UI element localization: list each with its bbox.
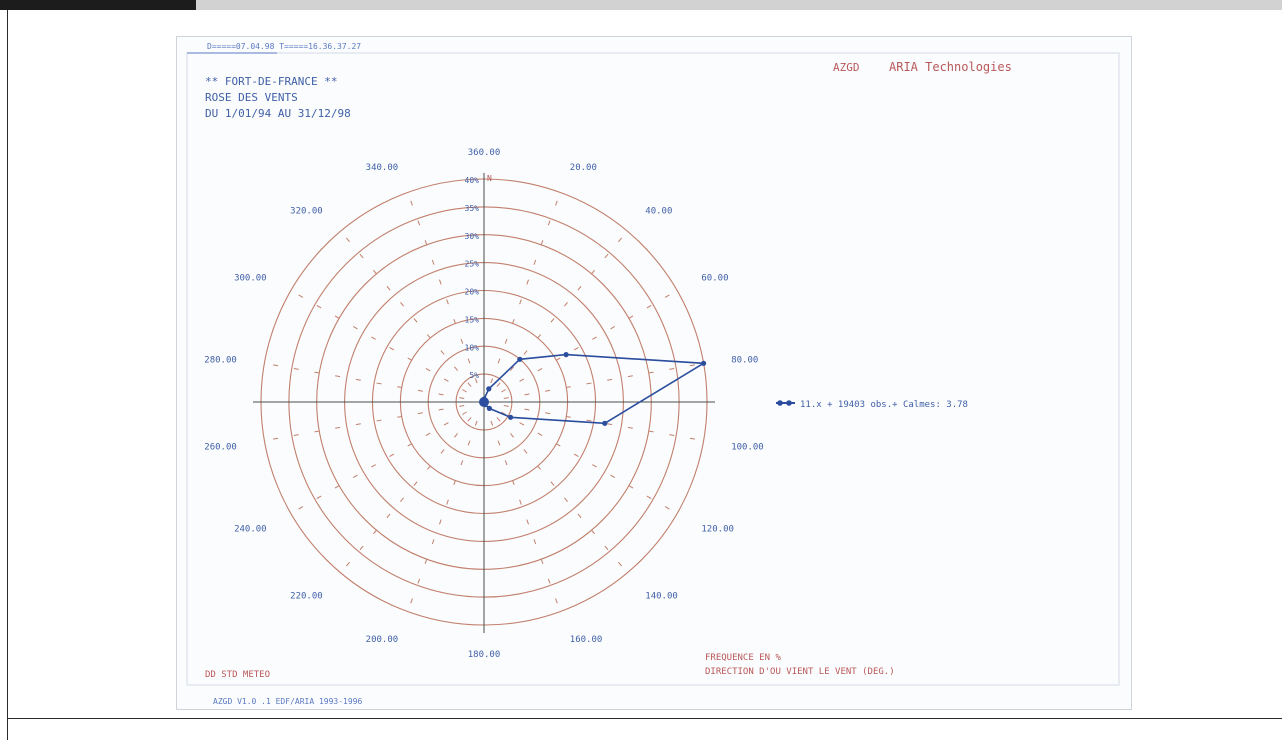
wind-rose: 5% 10% 15% 20% 25% 30% 35% 40% N 360.00 20.00 40.00…: [204, 148, 763, 660]
bottom-strip: AZGD V1.0 .1 EDF/ARIA 1993-1996: [213, 697, 362, 706]
data-point: [517, 356, 523, 362]
footer-right-2: DIRECTION D'OU VIENT LE VENT (DEG.): [705, 667, 895, 677]
radial-tick-label: 10%: [465, 343, 480, 352]
title-line-2: ROSE DES VENTS: [205, 91, 298, 104]
radial-tick-label: 5%: [469, 371, 479, 380]
angle-label: 360.00: [468, 148, 501, 158]
radial-tick-label: 15%: [465, 315, 480, 324]
footer-right-1: FREQUENCE EN %: [705, 653, 781, 663]
legend: 11.x + 19403 obs.+ Calmes: 3.78: [776, 400, 968, 410]
spoke-220: [340, 417, 472, 574]
chart-sheet: D=====07.04.98 T=====16.36.37.27 ** FORT…: [176, 36, 1132, 710]
angle-label: 300.00: [234, 274, 267, 284]
angle-label: 60.00: [701, 274, 728, 284]
radial-tick-label: 30%: [465, 232, 480, 241]
data-point: [508, 414, 514, 420]
spoke-60: [501, 290, 678, 393]
spoke-80: [503, 362, 704, 399]
north-marker: N: [487, 174, 492, 183]
spoke-240: [290, 411, 467, 514]
spoke-280: [264, 362, 465, 399]
spoke-200: [407, 420, 478, 612]
spoke-100: [503, 405, 704, 442]
spoke-260: [264, 405, 465, 442]
brand-right: ARIA Technologies: [889, 60, 1012, 74]
spoke-300: [290, 290, 467, 393]
angle-label: 20.00: [570, 163, 597, 173]
angle-label: 40.00: [645, 207, 672, 217]
angle-label: 260.00: [204, 443, 237, 453]
data-point: [701, 360, 707, 366]
brand-left: AZGD: [833, 61, 860, 74]
spoke-320: [340, 230, 472, 387]
title-line-1: ** FORT-DE-FRANCE **: [205, 75, 337, 88]
angle-label: 280.00: [204, 355, 237, 365]
radial-tick-label: 35%: [465, 204, 480, 213]
angle-label: 240.00: [234, 525, 267, 535]
title-line-3: DU 1/01/94 AU 31/12/98: [205, 107, 351, 120]
radial-tick-label: 40%: [465, 176, 480, 185]
angle-label: 320.00: [290, 207, 323, 217]
angle-label: 80.00: [731, 355, 758, 365]
spoke-340: [407, 192, 478, 384]
legend-text: 11.x + 19403 obs.+ Calmes: 3.78: [800, 400, 968, 410]
angle-label: 220.00: [290, 591, 323, 601]
radial-tick-label: 25%: [465, 260, 480, 269]
data-point: [602, 420, 608, 426]
angle-label: 340.00: [366, 163, 399, 173]
angle-label: 120.00: [701, 525, 734, 535]
top-bar-dark: [0, 0, 196, 10]
angle-label: 140.00: [645, 591, 678, 601]
calm-center: [479, 397, 489, 407]
data-point: [486, 405, 492, 411]
angle-label: 100.00: [731, 443, 764, 453]
spoke-40: [496, 230, 628, 387]
angle-label: 160.00: [570, 635, 603, 645]
data-point: [486, 386, 492, 392]
radial-tick-label: 20%: [465, 288, 480, 297]
data-point: [563, 352, 569, 358]
inner-frame: [186, 52, 1120, 686]
spoke-120: [501, 411, 678, 514]
left-rule: [7, 10, 8, 740]
header-top-left: D=====07.04.98 T=====16.36.37.27: [207, 42, 361, 51]
angle-label: 200.00: [366, 635, 399, 645]
footer-left: DD STD METEO: [205, 670, 270, 680]
angle-label: 180.00: [468, 650, 501, 660]
bottom-rule: [7, 718, 1282, 719]
top-bar-grey: [196, 0, 1282, 10]
wind-rose-svg: D=====07.04.98 T=====16.36.37.27 ** FORT…: [186, 42, 1120, 706]
series-polygon: [481, 353, 707, 425]
spoke-20: [490, 192, 561, 384]
legend-marker-1: [777, 400, 783, 406]
legend-marker-2: [786, 400, 792, 406]
spoke-160: [490, 420, 561, 612]
spoke-140: [496, 417, 628, 574]
